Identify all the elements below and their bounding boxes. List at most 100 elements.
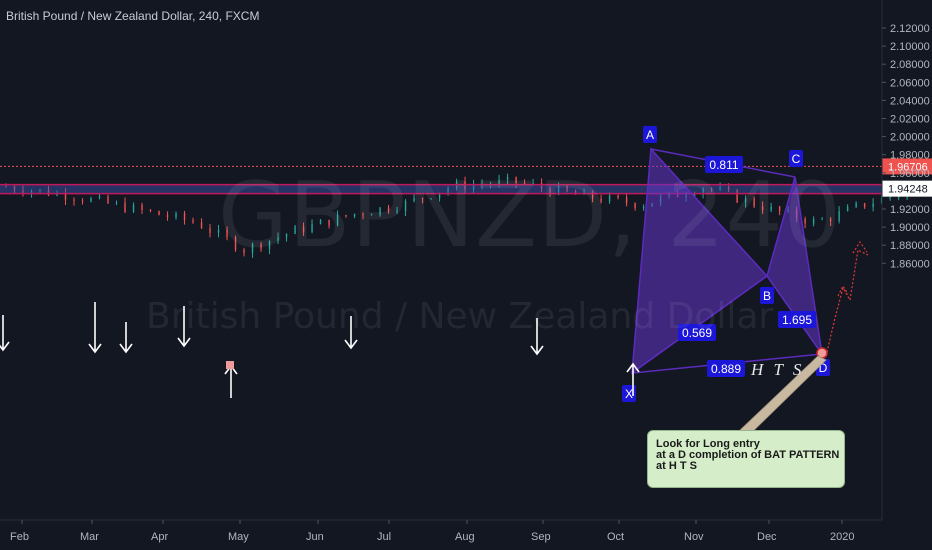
ratio-label-xd: 0.889 [711, 362, 741, 376]
candle-body [625, 197, 628, 204]
price-label-support: 1.94248 [888, 184, 928, 196]
candle-body [166, 215, 169, 218]
candle-body [642, 206, 645, 209]
candle-body [73, 199, 75, 201]
callout-note: Look for Long entry at a D completion of… [647, 430, 845, 488]
candle-body [311, 224, 313, 233]
x-tick-label: Oct [607, 531, 624, 543]
ratio-label-bd: 1.695 [782, 313, 812, 327]
x-tick-label: Nov [684, 531, 704, 543]
candle-body [294, 226, 296, 235]
candle-body [39, 189, 41, 191]
candle-body [498, 179, 500, 185]
candle-body [506, 177, 509, 180]
ratio-label-xd-bg [707, 360, 745, 377]
candle-body [608, 195, 611, 202]
price-label-resistance: 1.96706 [888, 161, 928, 173]
ratio-label-ac: 0.811 [709, 158, 738, 172]
candle-body [727, 187, 730, 190]
ratio-label-xb-bg [678, 324, 716, 341]
candle-body [515, 177, 517, 183]
y-tick-label: 2.12000 [890, 23, 930, 35]
point-label-b-bg [760, 287, 774, 304]
ratio-label-ac-bg [705, 156, 743, 173]
y-tick-label: 2.02000 [890, 114, 930, 126]
candle-body [268, 240, 271, 249]
x-tick-label: Mar [80, 531, 99, 543]
candle-body [591, 191, 594, 199]
candle-body [812, 219, 815, 224]
candle-body [413, 197, 415, 201]
down-arrow-head [0, 341, 10, 352]
candle-body [600, 198, 602, 202]
candle-body [345, 215, 347, 217]
candle-body [744, 198, 747, 203]
candle-body [778, 206, 781, 212]
point-label-x: X [625, 387, 633, 401]
y-tick-label: 2.06000 [890, 77, 930, 89]
candle-body [532, 183, 534, 185]
candle-body [472, 184, 475, 190]
candle-body [141, 204, 143, 210]
y-tick-label: 1.98000 [890, 150, 930, 162]
watermark-symbol: GBPNZD, 240 [218, 163, 843, 268]
candle-body [47, 189, 50, 196]
candle-body [523, 182, 526, 184]
y-tick-label: 1.96000 [890, 168, 930, 180]
candle-body [829, 219, 832, 221]
candle-body [22, 190, 24, 194]
candle-body [761, 206, 764, 211]
point-label-b: B [763, 289, 771, 303]
marker-square [226, 361, 234, 369]
candle-body [430, 198, 432, 200]
candle-body [846, 206, 849, 212]
candle-body [277, 237, 279, 241]
candle-body [557, 185, 560, 195]
candle-body [90, 198, 92, 202]
zone-label: H T S [751, 360, 805, 379]
time-axis[interactable]: Feb Mar Apr May Jun Jul Aug Sep Oct Nov Dec 2020 [0, 519, 882, 543]
price-axis[interactable]: 2.12000 2.10000 2.08000 2.06000 2.04000 2.020… [881, 0, 930, 520]
point-label-c: C [792, 152, 801, 166]
candle-body [124, 202, 126, 212]
annotation-arrows [0, 302, 640, 398]
candle-body [115, 202, 118, 204]
candle-body [302, 226, 305, 233]
candle-body [396, 210, 398, 212]
candle-body [889, 197, 891, 199]
candle-body [243, 249, 245, 253]
candle-body [98, 196, 101, 199]
candle-body [447, 188, 449, 193]
candle-body [217, 229, 220, 233]
support-zone [0, 184, 882, 194]
down-arrow-head [119, 343, 133, 354]
candle-body [149, 209, 152, 212]
projection-arrowhead [837, 284, 849, 297]
candle-body [863, 203, 866, 208]
candle-body [379, 207, 381, 215]
candle-body [158, 211, 160, 216]
x-tick-label: Feb [10, 531, 29, 543]
y-tick-label: 1.86000 [890, 258, 930, 270]
levels: 1.96706 1.94248 [0, 158, 932, 197]
candle-body [260, 244, 262, 249]
candle-body [251, 244, 254, 253]
candle-body [838, 211, 840, 221]
candle-body [549, 188, 551, 195]
price-label-support-bg [882, 180, 932, 197]
candle-body [64, 192, 67, 200]
bat-pattern: A B C D X 0.811 0.569 0.889 1.695 [622, 126, 869, 441]
down-arrow-head [530, 345, 544, 356]
candle-body [736, 189, 738, 203]
candlestick-series [5, 173, 932, 258]
down-arrow-head [344, 339, 358, 350]
y-tick-label: 1.92000 [890, 204, 930, 216]
candle-body [753, 198, 755, 207]
candle-body [404, 200, 407, 211]
candle-body [855, 203, 857, 207]
candle-body [872, 203, 874, 208]
x-tick-label: 2020 [830, 531, 854, 543]
candle-body [617, 195, 619, 198]
